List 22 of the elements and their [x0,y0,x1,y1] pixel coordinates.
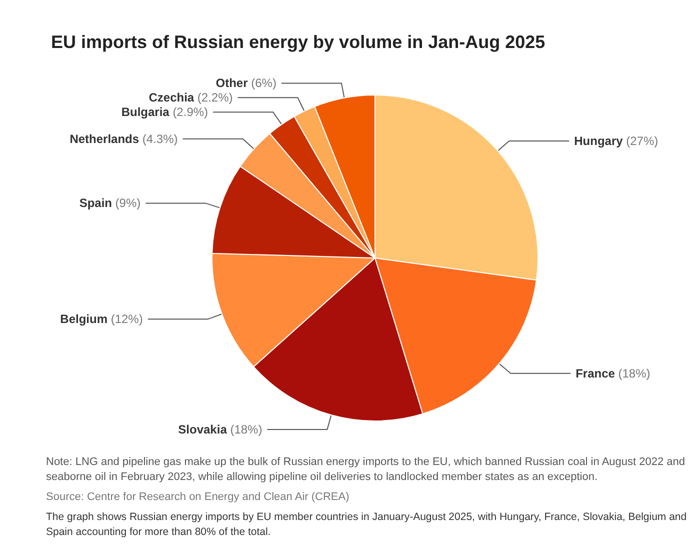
text: The graph shows Russian energy imports by EU member countries in January-August 2025, with Hungary, France, Slovakia, Belgium and Spain accounting for more than 80% of the total. [46,510,688,540]
text: Note: LNG and pipeline gas make up the bulk of Russian energy imports to the EU, which banned Russian coal in August 2022 and seaborne oil in February 2023, while allowing pipeline oil deliveries to landlocked member states as an exception. [46,455,686,485]
data-label: (18%) [618,366,650,380]
data-label: (2.9%) [172,105,208,120]
data-label: (9%) [115,196,141,210]
source-note: Source: Centre for Research on Energy and Clean Air (CREA) [46,490,350,505]
slice-label: Netherlands [70,132,140,146]
data-label: (6%) [251,76,276,90]
slice-label: France [576,366,616,380]
slice-label: Spain [79,196,112,210]
slice-label: Other [216,76,248,90]
data-label: (4.3%) [142,132,178,146]
data-label: (2.2%) [197,90,233,105]
slice-label: Hungary [574,134,624,148]
data-label: (12%) [110,312,143,326]
slice-label: Czechia [148,90,194,105]
data-label: (27%) [626,134,658,148]
slice-label: Slovakia [178,422,228,436]
chart-title: EU imports of Russian energy by volume in Jan-Aug 2025 [51,32,546,52]
slice-label: Bulgaria [121,105,170,120]
slice-label: Belgium [60,312,108,326]
data-label: (18%) [230,422,262,436]
